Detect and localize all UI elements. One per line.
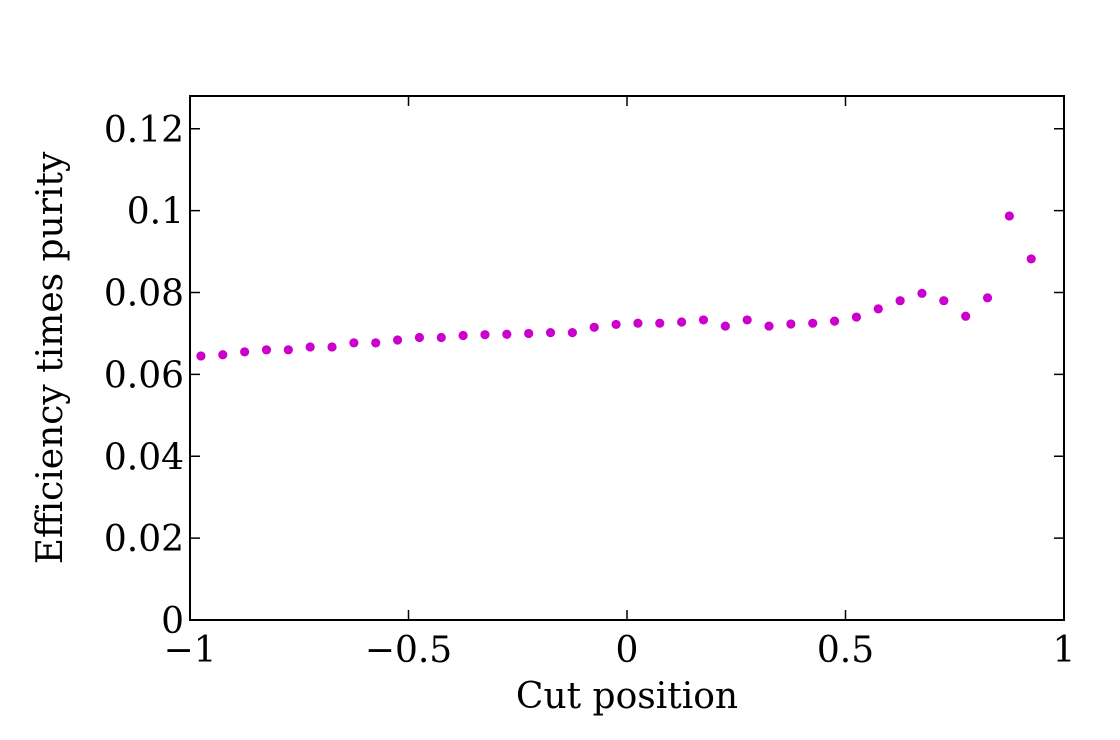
x-tick-label: 0.5	[817, 630, 874, 671]
x-tick-labels: −1 −0.5 0 0.5 1	[163, 630, 1075, 671]
data-point	[633, 318, 643, 328]
data-point	[524, 328, 534, 339]
x-tick-label: 1	[1053, 630, 1076, 671]
data-point	[851, 312, 862, 322]
y-tick-label: 0.04	[104, 437, 184, 478]
data-point	[764, 321, 774, 331]
data-point	[436, 332, 446, 343]
data-point	[567, 328, 577, 338]
data-point	[371, 338, 381, 348]
y-tick-label: 0.08	[104, 274, 184, 315]
data-point	[458, 330, 468, 341]
data-point	[261, 345, 272, 355]
data-point	[720, 321, 730, 331]
data-point	[392, 335, 403, 345]
data-point	[414, 332, 425, 343]
y-tick-label: 0.1	[127, 192, 184, 233]
data-point	[873, 304, 883, 314]
x-tick-label: 0	[616, 630, 639, 671]
data-point	[611, 319, 621, 330]
data-point	[502, 329, 512, 339]
y-tick-label: 0.06	[104, 355, 184, 396]
data-point	[698, 315, 709, 325]
y-tick-label: 0.02	[104, 519, 184, 560]
data-point	[240, 347, 250, 357]
data-point	[917, 288, 927, 298]
data-point	[1004, 211, 1014, 221]
y-tick-label: 0	[161, 601, 184, 642]
data-point	[742, 315, 752, 325]
plot-frame	[189, 95, 1065, 621]
data-point	[895, 296, 905, 306]
x-tick-label: −1	[163, 630, 216, 671]
data-point	[327, 342, 337, 352]
data-point	[589, 322, 599, 332]
data-point	[808, 318, 818, 328]
x-tick-label: −0.5	[365, 630, 452, 671]
data-point	[1026, 254, 1036, 264]
y-tick-label: 0.12	[104, 110, 184, 151]
data-point	[677, 317, 687, 327]
data-point	[961, 311, 971, 321]
data-point	[545, 328, 556, 338]
data-points	[196, 211, 1036, 361]
data-point	[196, 351, 206, 361]
data-point	[305, 342, 315, 352]
data-point	[939, 296, 949, 306]
data-point	[283, 345, 293, 355]
data-point	[655, 318, 665, 328]
y-axis-label: Efficiency times purity	[30, 151, 71, 564]
x-axis-label: Cut position	[516, 676, 738, 717]
data-point	[829, 316, 840, 326]
y-tick-labels: 0 0.02 0.04 0.06 0.08 0.1 0.12	[104, 110, 184, 642]
data-point	[786, 319, 796, 329]
plot-background	[190, 96, 1064, 620]
data-point	[218, 350, 228, 360]
data-point	[982, 293, 993, 303]
data-point	[480, 330, 490, 340]
data-point	[349, 338, 359, 348]
